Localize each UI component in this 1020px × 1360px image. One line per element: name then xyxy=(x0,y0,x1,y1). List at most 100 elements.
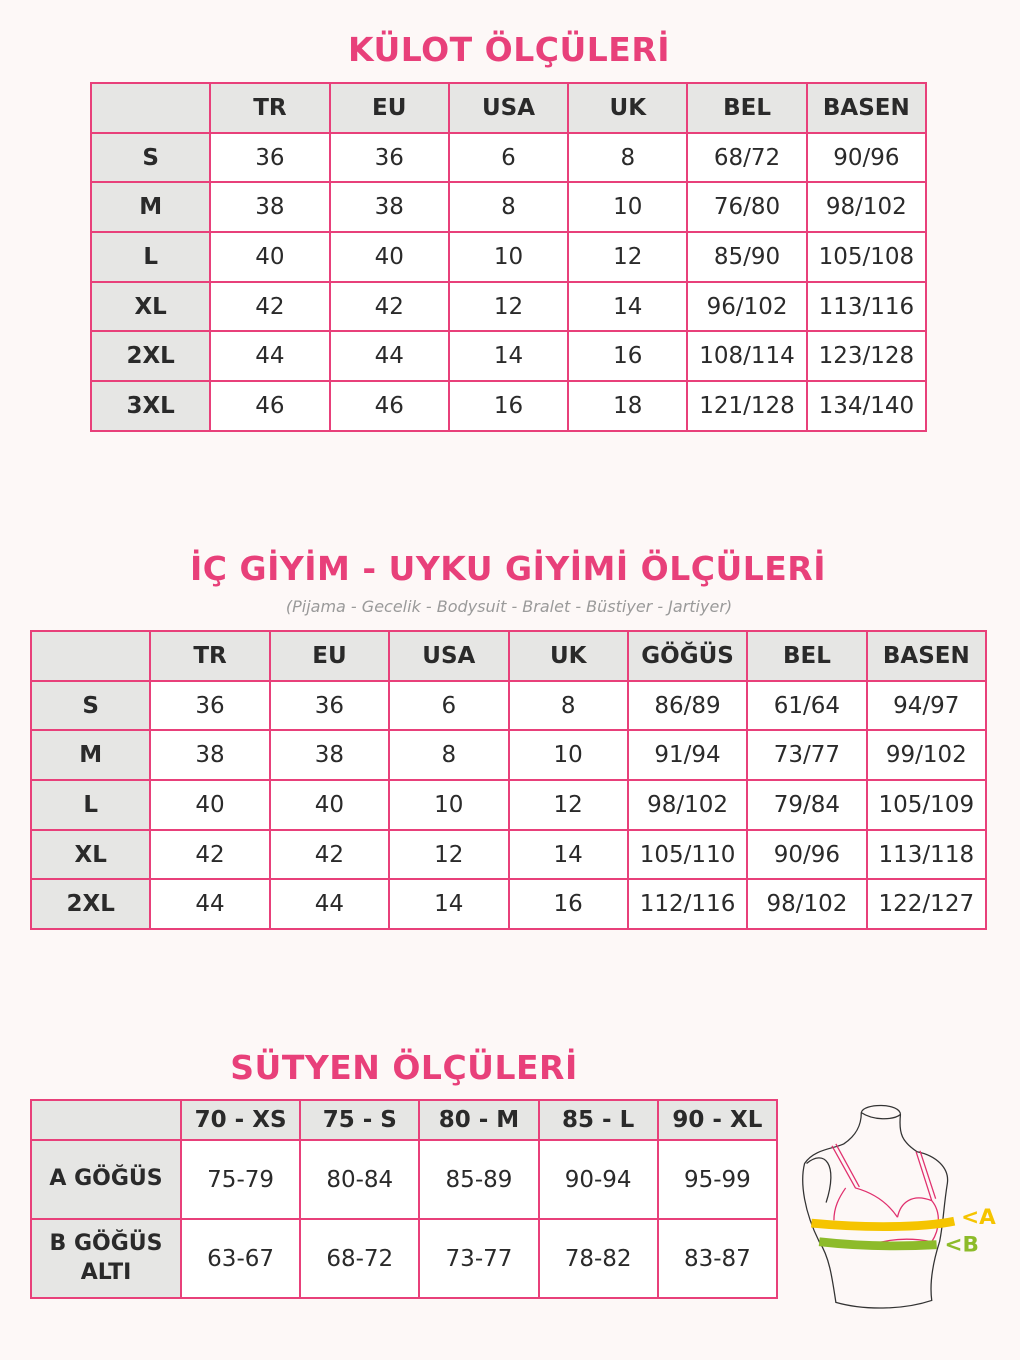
band-a xyxy=(811,1216,956,1231)
column-header: TR xyxy=(209,82,331,134)
table-cell: 40 xyxy=(328,231,450,283)
table-cell: 42 xyxy=(209,280,331,333)
table-cell: 8 xyxy=(507,679,629,732)
mannequin-measurement-figure: <A <B xyxy=(802,1104,996,1309)
row-header: XL xyxy=(29,828,152,881)
table-cell: 113/116 xyxy=(805,280,928,333)
table-cell: 112/116 xyxy=(626,878,749,931)
table-cell: 14 xyxy=(388,878,510,931)
row-header: B GÖĞÜS ALTI xyxy=(30,1218,182,1299)
column-header: BEL xyxy=(746,630,868,682)
table-cell: 105/108 xyxy=(805,231,928,283)
table-row: 2XL 44 44 14 16 112/116 98/102 122/127 xyxy=(29,878,988,931)
table-cell: 98/102 xyxy=(805,181,928,234)
table-cell: 73/77 xyxy=(746,729,868,782)
column-header: 70 - XS xyxy=(179,1099,302,1141)
table-cell: 94/97 xyxy=(865,679,988,732)
table-cell: 42 xyxy=(149,828,271,881)
table-cell: 85/90 xyxy=(686,231,808,283)
table-cell: 113/118 xyxy=(865,828,988,881)
table-cell: 40 xyxy=(209,231,331,283)
table-cell: 46 xyxy=(328,380,450,432)
table-cell: 8 xyxy=(447,181,570,234)
column-header xyxy=(29,630,152,682)
row-header: L xyxy=(89,231,212,283)
column-header: USA xyxy=(388,630,510,682)
table-cell: 12 xyxy=(447,280,570,333)
table-row: L 40 40 10 12 98/102 79/84 105/109 xyxy=(29,779,988,831)
column-header: BASEN xyxy=(805,82,928,134)
table-cell: 85-89 xyxy=(418,1139,540,1220)
table-cell: 12 xyxy=(567,231,689,283)
table-cell: 134/140 xyxy=(805,380,928,432)
table-cell: 98/102 xyxy=(626,779,749,831)
table-cell: 91/94 xyxy=(626,729,749,782)
table-cell: 105/109 xyxy=(865,779,988,831)
table-row: XL 42 42 12 14 105/110 90/96 113/118 xyxy=(29,828,988,881)
table-cell: 40 xyxy=(149,779,271,831)
table-cell: 44 xyxy=(149,878,271,931)
table-cell: 90/96 xyxy=(746,828,868,881)
row-header: M xyxy=(89,181,212,234)
sutyen-size-table: 70 - XS 75 - S 80 - M 85 - L 90 - XL A GÖĞÜS 7… xyxy=(30,1099,779,1299)
band-b xyxy=(818,1237,937,1251)
table-cell: 16 xyxy=(567,330,689,383)
table-cell: 36 xyxy=(209,131,331,184)
ic-giyim-size-table: TR EU USA UK GÖĞÜS BEL BASEN S 36 36 6 8 86/89 61/64 9… xyxy=(29,630,988,931)
column-header: EU xyxy=(268,630,391,682)
header-row: 70 - XS 75 - S 80 - M 85 - L 90 - XL xyxy=(30,1099,779,1141)
table-cell: 14 xyxy=(447,330,570,383)
table-row: S 36 36 6 8 68/72 90/96 xyxy=(89,131,928,184)
table-row: M 38 38 8 10 76/80 98/102 xyxy=(89,181,928,234)
table-cell: 63-67 xyxy=(179,1218,302,1299)
table-cell: 42 xyxy=(268,828,391,881)
ic-giyim-subtitle: (Pijama - Gecelik - Bodysuit - Bralet - … xyxy=(285,597,733,616)
table-row: M 38 38 8 10 91/94 73/77 99/102 xyxy=(29,729,988,782)
table-cell: 78-82 xyxy=(537,1218,659,1299)
table-cell: 38 xyxy=(209,181,331,234)
table-cell: 99/102 xyxy=(865,729,988,782)
column-header: 90 - XL xyxy=(656,1099,779,1141)
sutyen-title: SÜTYEN ÖLÇÜLERİ xyxy=(230,1048,578,1087)
table-cell: 12 xyxy=(388,828,510,881)
table-cell: 6 xyxy=(388,679,510,732)
table-cell: 122/127 xyxy=(865,878,988,931)
row-header: S xyxy=(29,679,152,732)
column-header: 75 - S xyxy=(299,1099,421,1141)
table-cell: 80-84 xyxy=(299,1139,421,1220)
table-cell: 123/128 xyxy=(805,330,928,383)
table-cell: 83-87 xyxy=(656,1218,779,1299)
label-b: <B xyxy=(944,1233,978,1258)
column-header xyxy=(89,82,212,134)
table-cell: 16 xyxy=(507,878,629,931)
column-header: TR xyxy=(149,630,271,682)
table-cell: 44 xyxy=(209,330,331,383)
table-cell: 36 xyxy=(328,131,450,184)
table-cell: 10 xyxy=(507,729,629,782)
table-cell: 79/84 xyxy=(746,779,868,831)
table-cell: 73-77 xyxy=(418,1218,540,1299)
table-cell: 96/102 xyxy=(686,280,808,333)
row-header: S xyxy=(89,131,212,184)
table-cell: 36 xyxy=(268,679,391,732)
table-cell: 8 xyxy=(388,729,510,782)
row-header: XL xyxy=(89,280,212,333)
table-cell: 44 xyxy=(268,878,391,931)
column-header: USA xyxy=(447,82,570,134)
table-cell: 75-79 xyxy=(179,1139,302,1220)
column-header: BASEN xyxy=(865,630,988,682)
table-cell: 44 xyxy=(328,330,450,383)
table-cell: 40 xyxy=(268,779,391,831)
table-row: L 40 40 10 12 85/90 105/108 xyxy=(89,231,928,283)
ic-giyim-title: İÇ GİYİM - UYKU GİYİMİ ÖLÇÜLERİ xyxy=(189,549,827,588)
table-cell: 38 xyxy=(149,729,271,782)
table-cell: 68-72 xyxy=(299,1218,421,1299)
table-row: XL 42 42 12 14 96/102 113/116 xyxy=(89,280,928,333)
table-cell: 86/89 xyxy=(626,679,749,732)
column-header: 85 - L xyxy=(537,1099,659,1141)
table-row: B GÖĞÜS ALTI 63-67 68-72 73-77 78-82 83-87 xyxy=(30,1218,779,1299)
row-header: 2XL xyxy=(89,330,212,383)
header-row: TR EU USA UK GÖĞÜS BEL BASEN xyxy=(29,630,988,682)
table-cell: 61/64 xyxy=(746,679,868,732)
table-row: A GÖĞÜS 75-79 80-84 85-89 90-94 95-99 xyxy=(30,1139,779,1220)
